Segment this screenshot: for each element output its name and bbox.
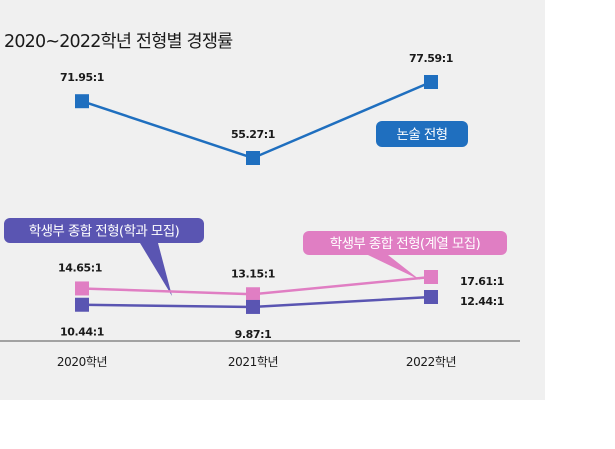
data-point-marker [246, 151, 260, 165]
data-point-marker [424, 290, 438, 304]
series-callout-box [4, 218, 204, 243]
data-label: 10.44:1 [60, 326, 104, 339]
data-label: 55.27:1 [231, 128, 275, 141]
data-label: 9.87:1 [235, 328, 272, 341]
chart-title: 2020~2022학년 전형별 경쟁률 [4, 32, 233, 52]
data-label: 14.65:1 [58, 261, 102, 274]
data-label: 17.61:1 [460, 275, 504, 288]
data-point-marker [75, 281, 89, 296]
data-point-marker [424, 270, 438, 284]
data-label: 71.95:1 [60, 71, 104, 84]
series-callout-label: 학생부 종합 전형(계열 모집) [330, 236, 481, 252]
callout-pointer [368, 255, 420, 280]
x-tick-label: 2021학년 [228, 355, 278, 369]
x-tick-label: 2022학년 [406, 355, 456, 369]
data-point-marker [424, 75, 438, 89]
data-label: 77.59:1 [409, 52, 453, 65]
series-callout-box [303, 231, 507, 255]
data-point-marker [75, 94, 89, 109]
data-point-marker [246, 299, 260, 314]
data-point-marker [246, 287, 260, 302]
series-callout-label: 논술 전형 [397, 127, 448, 143]
series-line-0 [81, 80, 432, 160]
callout-pointer [140, 243, 172, 296]
data-label: 12.44:1 [460, 295, 504, 308]
x-tick-label: 2020학년 [57, 355, 107, 369]
data-point-marker [75, 297, 89, 312]
series-callout-label: 학생부 종합 전형(학과 모집) [29, 224, 180, 240]
series-callout-box [376, 121, 468, 147]
data-label: 13.15:1 [231, 267, 275, 280]
